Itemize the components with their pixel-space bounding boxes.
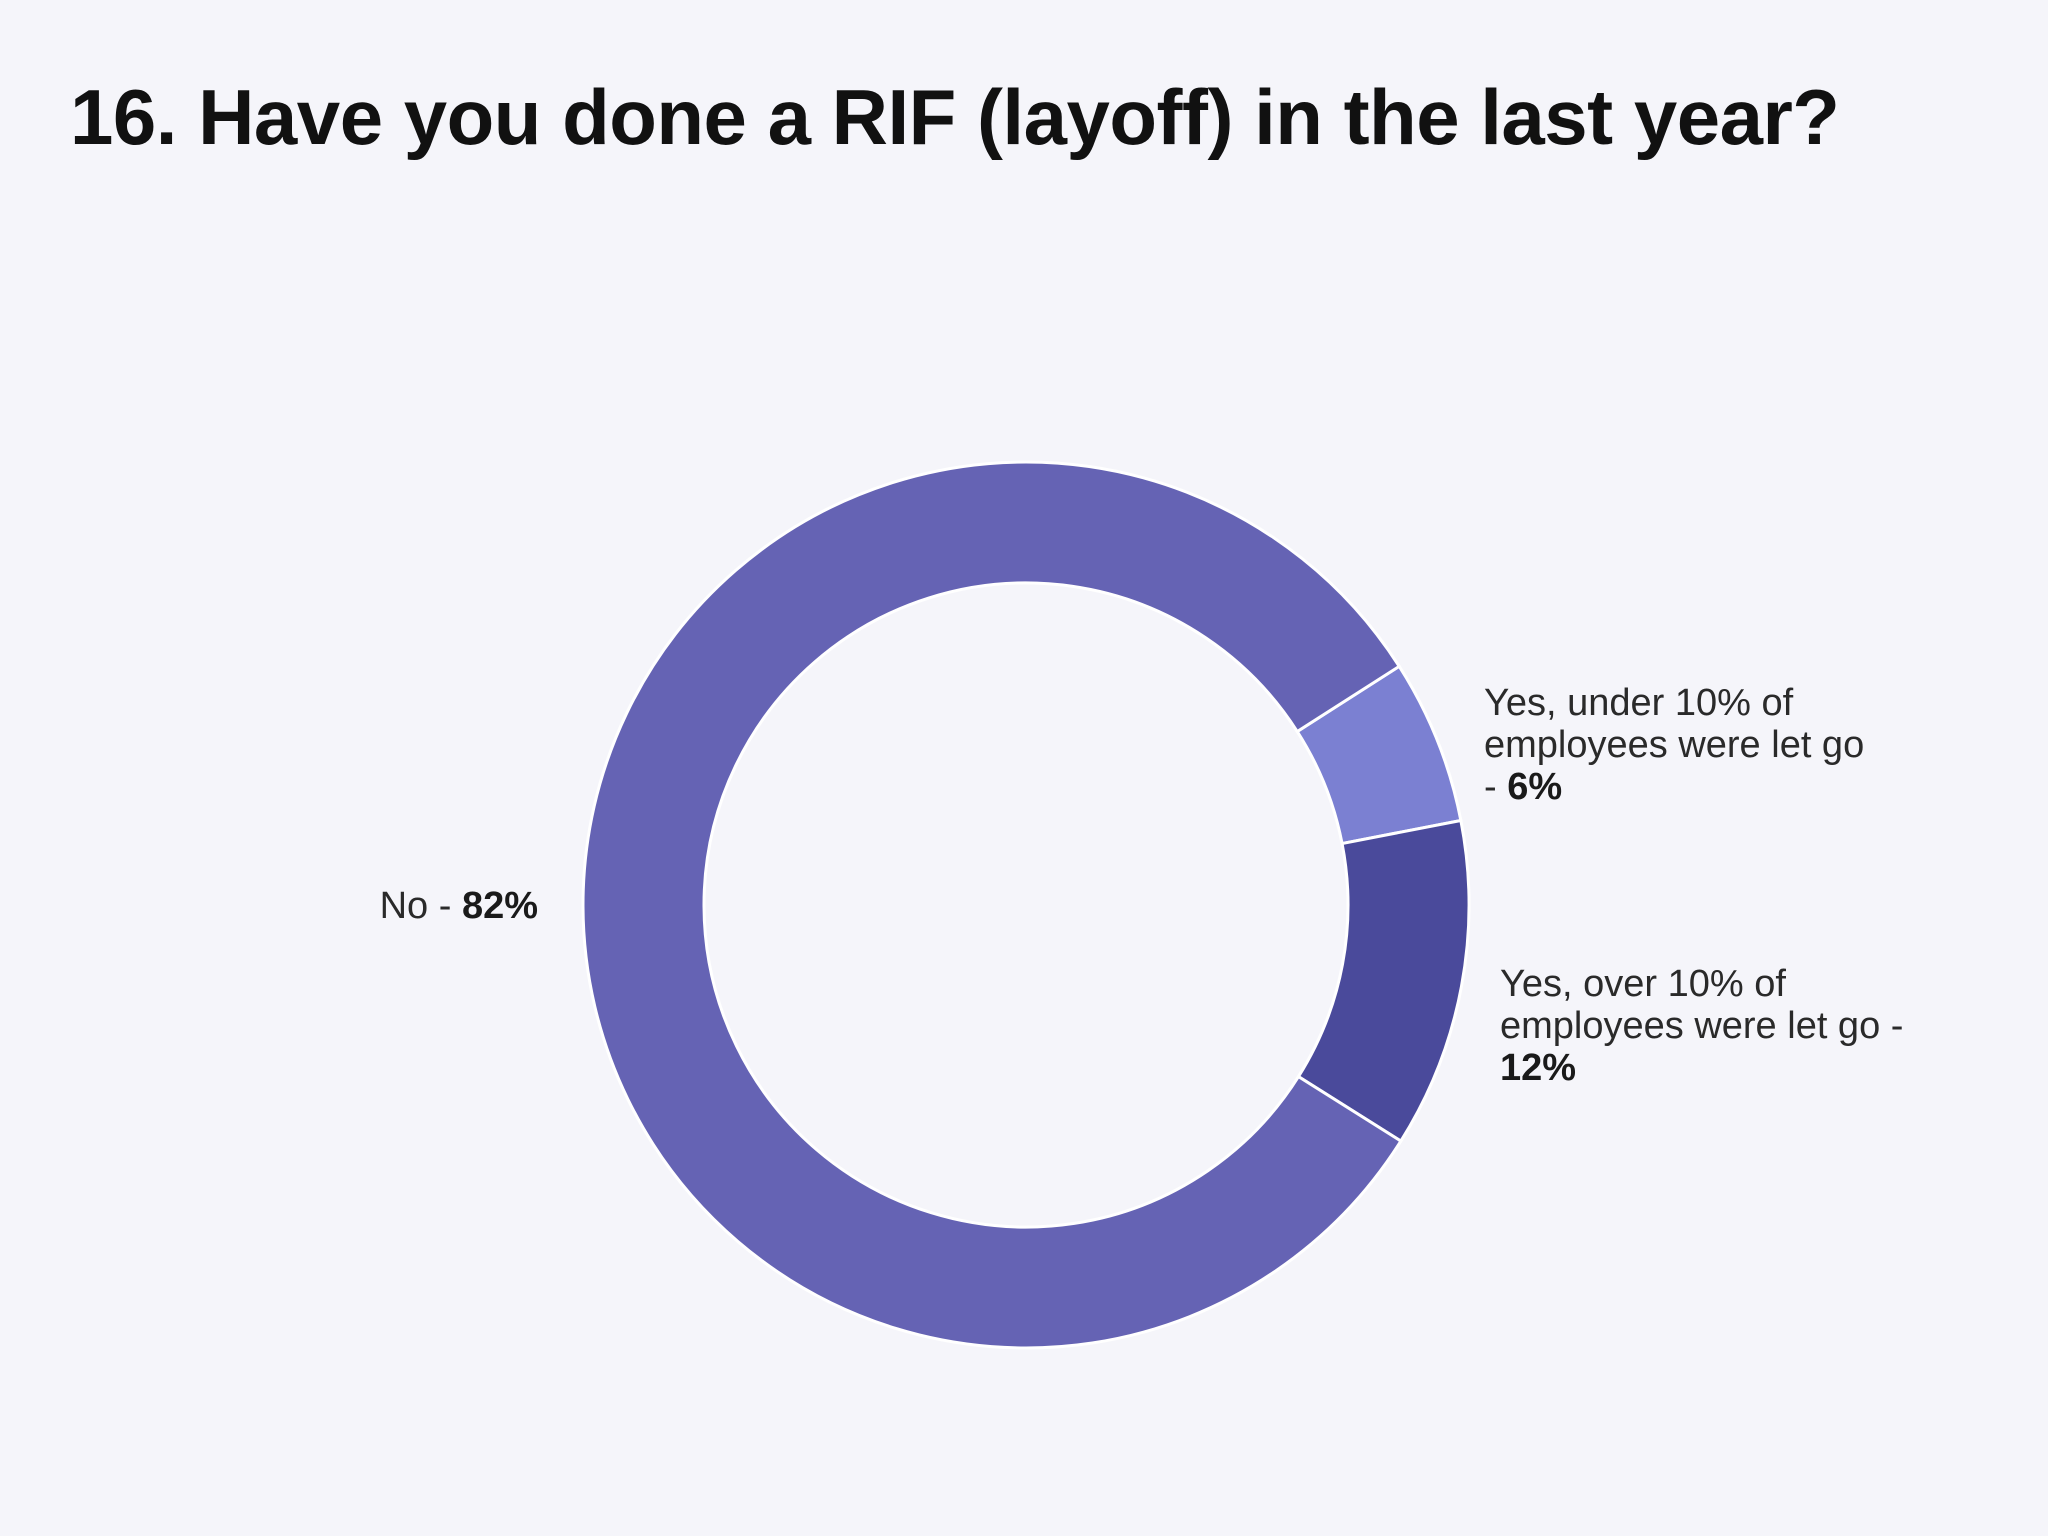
label-yes-under-10-of-employees-were-let-go: Yes, under 10% of employees were let go - … bbox=[1484, 682, 1864, 808]
label-line: employees were let go - bbox=[1500, 1005, 1903, 1047]
slices-layer bbox=[581, 460, 1471, 1350]
label-yes-over-10-of-employees-were-let-go: Yes, over 10% of employees were let go -1… bbox=[1500, 963, 1903, 1089]
slice-value: 82% bbox=[462, 885, 538, 927]
page-title: 16. Have you done a RIF (layoff) in the … bbox=[70, 73, 1840, 161]
label-line: 12% bbox=[1500, 1047, 1576, 1089]
label-line: Yes, under 10% of bbox=[1484, 682, 1794, 724]
labels-layer: Yes, under 10% of employees were let go - … bbox=[380, 682, 1904, 1089]
label-no: No - 82% bbox=[380, 885, 538, 927]
slice-value: 12% bbox=[1500, 1047, 1576, 1089]
label-line: No - 82% bbox=[380, 885, 538, 927]
label-line: Yes, over 10% of bbox=[1500, 963, 1786, 1005]
slice-value: 6% bbox=[1507, 766, 1562, 808]
label-line: - 6% bbox=[1484, 766, 1562, 808]
slice-no bbox=[581, 460, 1403, 1350]
label-line: employees were let go bbox=[1484, 724, 1864, 766]
